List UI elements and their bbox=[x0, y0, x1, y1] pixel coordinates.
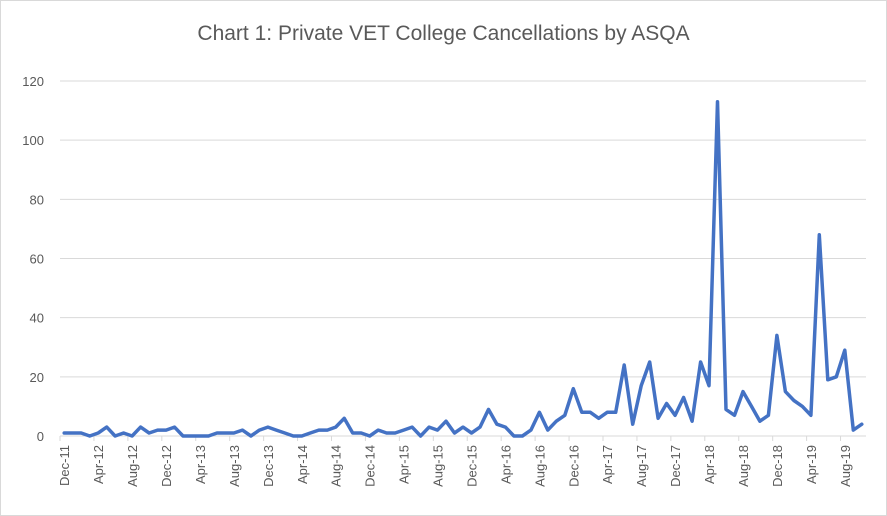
x-tick-label: Dec-16 bbox=[566, 445, 581, 487]
x-tick-label: Dec-15 bbox=[464, 445, 479, 487]
x-tick-label: Dec-14 bbox=[363, 445, 378, 487]
x-tick-label: Dec-18 bbox=[770, 445, 785, 487]
y-tick-label: 60 bbox=[30, 252, 44, 267]
x-tick-label: Aug-17 bbox=[634, 445, 649, 487]
x-tick-label: Aug-19 bbox=[838, 445, 853, 487]
y-tick-label: 100 bbox=[22, 133, 44, 148]
x-tick-label: Dec-13 bbox=[261, 445, 276, 487]
x-tick-label: Apr-16 bbox=[498, 445, 513, 484]
series-line bbox=[62, 99, 864, 438]
x-tick-label: Aug-13 bbox=[227, 445, 242, 487]
x-tick-label: Aug-14 bbox=[329, 445, 344, 487]
x-tick-label: Dec-17 bbox=[668, 445, 683, 487]
x-tick-label: Aug-12 bbox=[125, 445, 140, 487]
x-tick-label: Apr-13 bbox=[193, 445, 208, 484]
x-tick-label: Aug-15 bbox=[431, 445, 446, 487]
y-tick-label: 80 bbox=[30, 192, 44, 207]
y-tick-label: 20 bbox=[30, 370, 44, 385]
x-tick-label: Dec-12 bbox=[159, 445, 174, 487]
x-tick-label: Apr-17 bbox=[600, 445, 615, 484]
y-tick-label: 0 bbox=[37, 429, 44, 444]
x-tick-label: Apr-15 bbox=[397, 445, 412, 484]
x-tick-label: Aug-16 bbox=[532, 445, 547, 487]
x-tick-label: Apr-12 bbox=[91, 445, 106, 484]
y-tick-label: 40 bbox=[30, 311, 44, 326]
x-tick-label: Apr-14 bbox=[295, 445, 310, 484]
x-tick-label: Apr-18 bbox=[702, 445, 717, 484]
x-tick-label: Aug-18 bbox=[736, 445, 751, 487]
y-tick-label: 120 bbox=[22, 74, 44, 89]
x-tick-label: Apr-19 bbox=[804, 445, 819, 484]
x-tick-label: Dec-11 bbox=[57, 445, 72, 486]
chart-title: Chart 1: Private VET College Cancellatio… bbox=[197, 22, 690, 45]
